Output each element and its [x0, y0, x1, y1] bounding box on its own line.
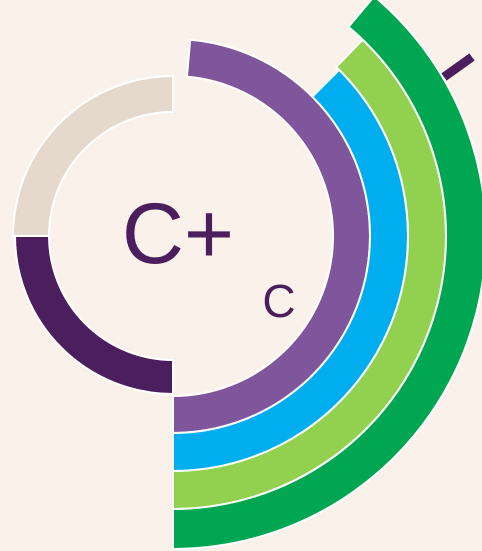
sub-text: C — [262, 275, 295, 327]
beige-arc — [11, 74, 174, 237]
accent-stroke — [441, 53, 475, 81]
main-text: C+ — [122, 186, 234, 282]
arcs — [11, 0, 482, 551]
dark-purple-arc — [13, 235, 174, 396]
green-arc — [172, 0, 482, 551]
